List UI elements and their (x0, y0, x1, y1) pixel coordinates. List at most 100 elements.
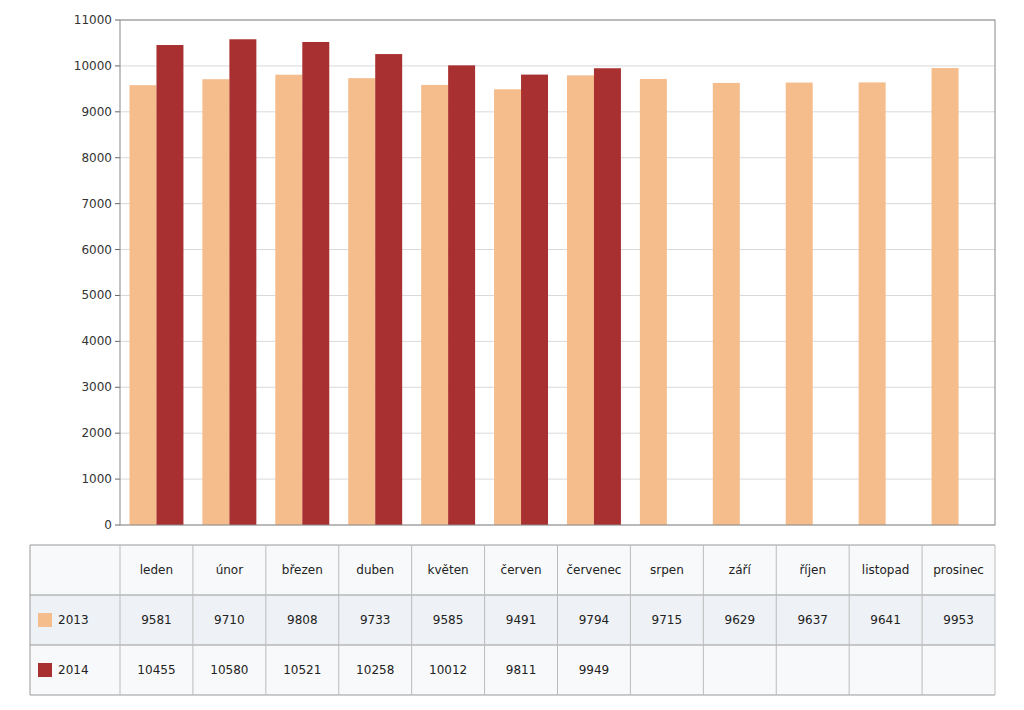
category-label: únor (216, 563, 244, 577)
table-value: 9581 (141, 613, 172, 627)
plot-area (120, 20, 995, 525)
tick-label: 2000 (81, 426, 112, 440)
table-row (30, 545, 995, 595)
table-value: 9641 (870, 613, 901, 627)
tick-label: 11000 (74, 13, 112, 27)
tick-label: 8000 (81, 151, 112, 165)
category-label: říjen (799, 563, 826, 577)
table-value: 10012 (429, 663, 467, 677)
bar (786, 83, 813, 525)
table-value: 10521 (283, 663, 321, 677)
tick-mark (115, 249, 120, 250)
bar (229, 39, 256, 525)
table-line (338, 545, 339, 695)
table-line (630, 545, 631, 695)
category-label: duben (356, 563, 394, 577)
bar (302, 42, 329, 525)
bar (521, 75, 548, 525)
tick-mark (115, 479, 120, 480)
bar (713, 83, 740, 525)
table-line (557, 545, 558, 695)
table-value: 10580 (210, 663, 248, 677)
tick-mark (115, 525, 120, 526)
table-line (776, 545, 777, 695)
category-label: prosinec (933, 563, 984, 577)
chart: 0100020003000400050006000700080009000100… (0, 0, 1024, 710)
table-row (30, 645, 995, 695)
table-line (30, 645, 995, 646)
table-value: 9710 (214, 613, 245, 627)
bar (348, 78, 375, 525)
table-line (30, 595, 995, 596)
bar (421, 85, 448, 525)
bars (129, 39, 958, 525)
bar (567, 75, 594, 525)
category-label: březen (282, 563, 323, 577)
tick-mark (115, 203, 120, 204)
tick-label: 9000 (81, 105, 112, 119)
tick-label: 3000 (81, 380, 112, 394)
category-label: leden (140, 563, 173, 577)
bar (594, 68, 621, 525)
tick-mark (115, 157, 120, 158)
category-label: listopad (862, 563, 910, 577)
table-value: 9585 (433, 613, 464, 627)
table-line (192, 545, 193, 695)
table-value: 9808 (287, 613, 318, 627)
tick-mark (115, 65, 120, 66)
tick-mark (115, 341, 120, 342)
tick-mark (115, 387, 120, 388)
tick-label: 5000 (81, 288, 112, 302)
tick-mark (115, 20, 120, 21)
table-row (30, 595, 995, 645)
table-line (703, 545, 704, 695)
plot-frame (120, 20, 995, 525)
chart-container: 0100020003000400050006000700080009000100… (0, 0, 1024, 710)
table-line (30, 545, 995, 546)
table-value: 9733 (360, 613, 391, 627)
table-value: 9794 (579, 613, 610, 627)
table-line (995, 545, 996, 695)
bar (932, 68, 959, 525)
y-axis: 0100020003000400050006000700080009000100… (74, 13, 995, 532)
table-line (30, 545, 31, 695)
table-line (484, 545, 485, 695)
data-table: leden únor březen duben květen červen červenec… (30, 545, 995, 695)
table-value: 9811 (506, 663, 537, 677)
bar (448, 65, 475, 525)
table-value: 10455 (137, 663, 175, 677)
tick-mark (115, 111, 120, 112)
bar (202, 79, 229, 525)
table-line (849, 545, 850, 695)
tick-mark (115, 295, 120, 296)
legend-entry: 2014 (58, 663, 89, 677)
bar (156, 45, 183, 525)
table-line (265, 545, 266, 695)
bar (494, 89, 521, 525)
table-value: 9637 (797, 613, 828, 627)
table-value: 9715 (652, 613, 683, 627)
legend-entry: 2013 (58, 613, 89, 627)
table-value: 10258 (356, 663, 394, 677)
table-line (30, 695, 995, 696)
bar (859, 82, 886, 525)
bar (275, 75, 302, 525)
category-label: srpen (650, 563, 684, 577)
tick-label: 4000 (81, 334, 112, 348)
category-label: květen (428, 563, 469, 577)
category-label: červen (501, 563, 542, 577)
bar (375, 54, 402, 525)
table-value: 9491 (506, 613, 537, 627)
tick-label: 6000 (81, 243, 112, 257)
bar (640, 79, 667, 525)
table-value: 9629 (725, 613, 756, 627)
bar (129, 85, 156, 525)
tick-label: 7000 (81, 197, 112, 211)
tick-mark (115, 433, 120, 434)
table-value: 9953 (943, 613, 974, 627)
legend-swatch (38, 613, 52, 627)
category-label: červenec (566, 563, 621, 577)
tick-label: 1000 (81, 472, 112, 486)
tick-label: 10000 (74, 59, 112, 73)
category-label: září (729, 563, 752, 577)
